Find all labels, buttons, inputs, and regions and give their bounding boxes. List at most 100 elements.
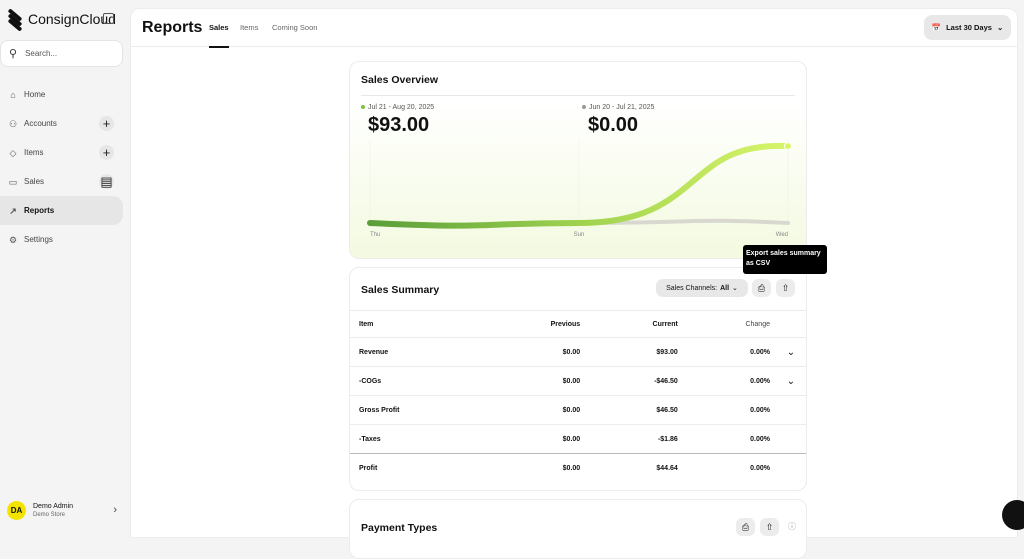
- sidebar-item-settings[interactable]: ⚙ Settings: [0, 225, 123, 254]
- info-icon[interactable]: ⓘ: [788, 522, 796, 531]
- empty-cell: [776, 453, 806, 483]
- table-cell: -Taxes: [350, 424, 482, 454]
- search-icon: ⚲: [9, 48, 18, 60]
- search-input[interactable]: ⚲ Search...: [0, 40, 123, 67]
- calendar-icon: 📅: [931, 23, 942, 32]
- column-header-spacer: [776, 310, 806, 338]
- sidebar-nav: ⌂ Home ⚇ Accounts + ◇ Items + ▭ Sales ▤ ↗ Reports ⚙ Se…: [0, 80, 123, 254]
- chevron-down-icon: ⌄: [996, 23, 1004, 32]
- payment-types-card: Payment Types ⎙ ⇧ ⓘ: [349, 499, 807, 559]
- table-cell: $44.64: [589, 453, 687, 483]
- page-header: Reports Sales Items Coming Soon 📅 Last 30…: [131, 9, 1017, 48]
- chevron-right-icon: ›: [113, 504, 117, 516]
- logo[interactable]: ConsignCloud: [7, 8, 116, 32]
- date-range-button[interactable]: 📅 Last 30 Days ⌄: [924, 15, 1011, 40]
- current-period: Jul 21 - Aug 20, 2025: [361, 104, 434, 111]
- printer-icon: ⎙: [741, 522, 750, 532]
- table-row[interactable]: -COGs $0.00 -$46.50 0.00% ⌄: [350, 366, 806, 396]
- sidebar-item-reports[interactable]: ↗ Reports: [0, 196, 123, 225]
- table-cell: $0.00: [481, 453, 590, 483]
- export-csv-button[interactable]: ⇧: [776, 279, 795, 297]
- sidebar-item-label: Sales: [24, 177, 45, 186]
- printer-icon: ⎙: [757, 283, 766, 293]
- sidebar-item-accounts[interactable]: ⚇ Accounts +: [0, 109, 123, 138]
- page-title: Reports: [142, 19, 203, 36]
- tab-coming-soon[interactable]: Coming Soon: [272, 23, 318, 32]
- table-cell: 0.00%: [686, 337, 776, 367]
- collapse-sidebar-icon[interactable]: [103, 13, 114, 24]
- x-tick-label: Sun: [574, 232, 585, 238]
- table-row[interactable]: Revenue $0.00 $93.00 0.00% ⌄: [350, 337, 806, 367]
- table-cell: $0.00: [481, 337, 590, 367]
- sidebar: ConsignCloud ⚲ Search... ⌂ Home ⚇ Accounts + ◇…: [0, 0, 130, 526]
- expand-chevron-icon[interactable]: ⌄: [776, 366, 806, 396]
- sidebar-item-home[interactable]: ⌂ Home: [0, 80, 123, 109]
- sidebar-item-sales[interactable]: ▭ Sales ▤: [0, 167, 123, 196]
- table-cell: 0.00%: [686, 395, 776, 425]
- table-cell: $0.00: [481, 366, 590, 396]
- store-name: Demo Store: [33, 512, 66, 518]
- empty-cell: [776, 395, 806, 425]
- add-icon[interactable]: +: [99, 145, 114, 160]
- column-header: Previous: [481, 310, 590, 338]
- expand-chevron-icon[interactable]: ⌄: [776, 337, 806, 367]
- column-header: Current: [589, 310, 687, 338]
- brand-name: ConsignCloud: [28, 11, 116, 27]
- data-point[interactable]: [784, 142, 792, 151]
- divider: [361, 95, 795, 96]
- column-header: Item: [350, 310, 482, 338]
- current-amount: $93.00: [368, 114, 430, 136]
- user-name: Demo Admin: [33, 503, 74, 510]
- sales-overview-card: Sales Overview Jul 21 - Aug 20, 2025 $93…: [349, 61, 807, 259]
- user-menu[interactable]: DA Demo Admin Demo Store ›: [7, 501, 117, 520]
- table-cell: Profit: [350, 453, 482, 483]
- legend-dot: [582, 105, 586, 110]
- sidebar-item-label: Reports: [24, 206, 55, 215]
- gear-icon: ⚙: [8, 234, 18, 245]
- table-cell: $0.00: [481, 424, 590, 454]
- table-cell: 0.00%: [686, 366, 776, 396]
- sidebar-item-label: Settings: [24, 235, 53, 244]
- x-tick-label: Thu: [370, 232, 380, 238]
- table-cell: Gross Profit: [350, 395, 482, 425]
- print-button[interactable]: ⎙: [736, 518, 755, 536]
- add-icon[interactable]: +: [99, 116, 114, 131]
- current-series-line: [367, 143, 791, 229]
- main-panel: Reports Sales Items Coming Soon 📅 Last 30…: [130, 8, 1018, 559]
- card-title: Sales Summary: [361, 284, 440, 296]
- tab-sales[interactable]: Sales: [209, 23, 229, 48]
- home-icon: ⌂: [10, 89, 16, 100]
- table-cell: -$1.86: [589, 424, 687, 454]
- sales-summary-card: Sales Summary Sales Channels: All ⌄ ⎙ ⇧ It…: [349, 267, 807, 491]
- table-cell: Revenue: [350, 337, 482, 367]
- logo-icon: [7, 8, 23, 32]
- sidebar-item-label: Accounts: [24, 119, 57, 128]
- sidebar-item-label: Home: [24, 90, 46, 99]
- chart-icon: ↗: [9, 205, 17, 216]
- tag-icon: ◇: [9, 147, 17, 158]
- x-tick-label: Wed: [776, 232, 788, 238]
- export-button[interactable]: ⇧: [760, 518, 779, 536]
- chevron-down-icon: ⌄: [732, 285, 738, 292]
- table-cell: $93.00: [589, 337, 687, 367]
- users-icon: ⚇: [8, 118, 18, 129]
- previous-period: Jun 20 - Jul 21, 2025: [582, 104, 654, 111]
- table-row: -Taxes $0.00 -$1.86 0.00%: [350, 424, 806, 454]
- table-cell: -COGs: [350, 366, 482, 396]
- sidebar-item-items[interactable]: ◇ Items +: [0, 138, 123, 167]
- search-placeholder: Search...: [25, 49, 58, 58]
- table-row: Profit $0.00 $44.64 0.00%: [350, 453, 806, 483]
- tab-items[interactable]: Items: [240, 23, 259, 32]
- channels-value: All: [720, 284, 730, 292]
- date-range-label: Last 30 Days: [946, 23, 992, 32]
- chat-launcher-button[interactable]: [1002, 500, 1024, 530]
- register-icon[interactable]: ▤: [99, 174, 114, 189]
- card-title: Payment Types: [361, 522, 438, 534]
- register-icon: ▭: [8, 176, 18, 187]
- card-title: Sales Overview: [361, 74, 439, 86]
- sidebar-item-label: Items: [24, 148, 44, 157]
- summary-table: Item Previous Current Change Revenue $0.00 $93…: [350, 310, 806, 483]
- sales-channels-dropdown[interactable]: Sales Channels: All ⌄: [656, 279, 748, 297]
- share-icon: ⇧: [781, 283, 790, 293]
- print-button[interactable]: ⎙: [752, 279, 771, 297]
